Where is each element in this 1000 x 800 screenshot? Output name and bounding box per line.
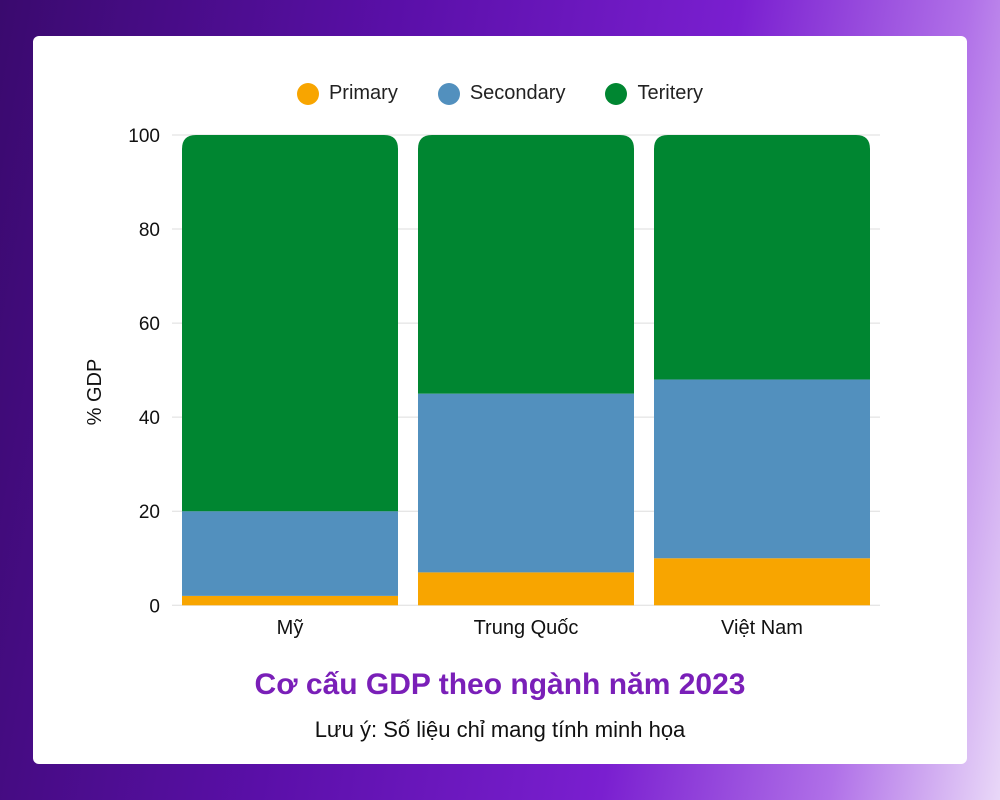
bar-segment-teritery [418,135,634,394]
bar-segment-secondary [654,379,870,559]
bar-segment-secondary [418,393,634,573]
bar-segment-secondary [182,511,398,596]
y-tick-label: 0 [149,596,160,617]
legend: Primary Secondary Teritery [0,82,1000,105]
bar-segment-primary [654,558,870,606]
legend-swatch [437,82,460,105]
y-tick-label: 20 [139,502,160,523]
y-tick-label: 100 [128,126,160,147]
bar-segment-teritery [654,135,870,380]
x-tick-label: Mỹ [277,617,304,639]
legend-label: Primary [328,82,398,104]
legend-label: Secondary [469,82,566,104]
legend-swatch [605,82,628,105]
x-tick-label: Trung Quốc [474,617,579,639]
y-tick-label: 40 [139,408,160,429]
legend-swatch [296,82,319,105]
y-tick-label: 80 [139,220,160,241]
bar-segment-teritery [182,135,398,512]
bar-segment-primary [418,572,634,606]
legend-label: Teritery [637,82,704,104]
y-axis-label: % GDP [84,359,106,426]
y-tick-label: 60 [139,314,160,335]
legend-item-teritery: Teritery [605,82,703,105]
legend-item-secondary: Secondary [437,82,566,105]
x-tick-label: Việt Nam [721,617,803,639]
legend-item-primary: Primary [296,82,398,105]
chart-note: Lưu ý: Số liệu chỉ mang tính minh họa [314,717,686,742]
chart-title: Cơ cấu GDP theo ngành năm 2023 [254,668,746,701]
bar-segment-primary [182,595,398,606]
